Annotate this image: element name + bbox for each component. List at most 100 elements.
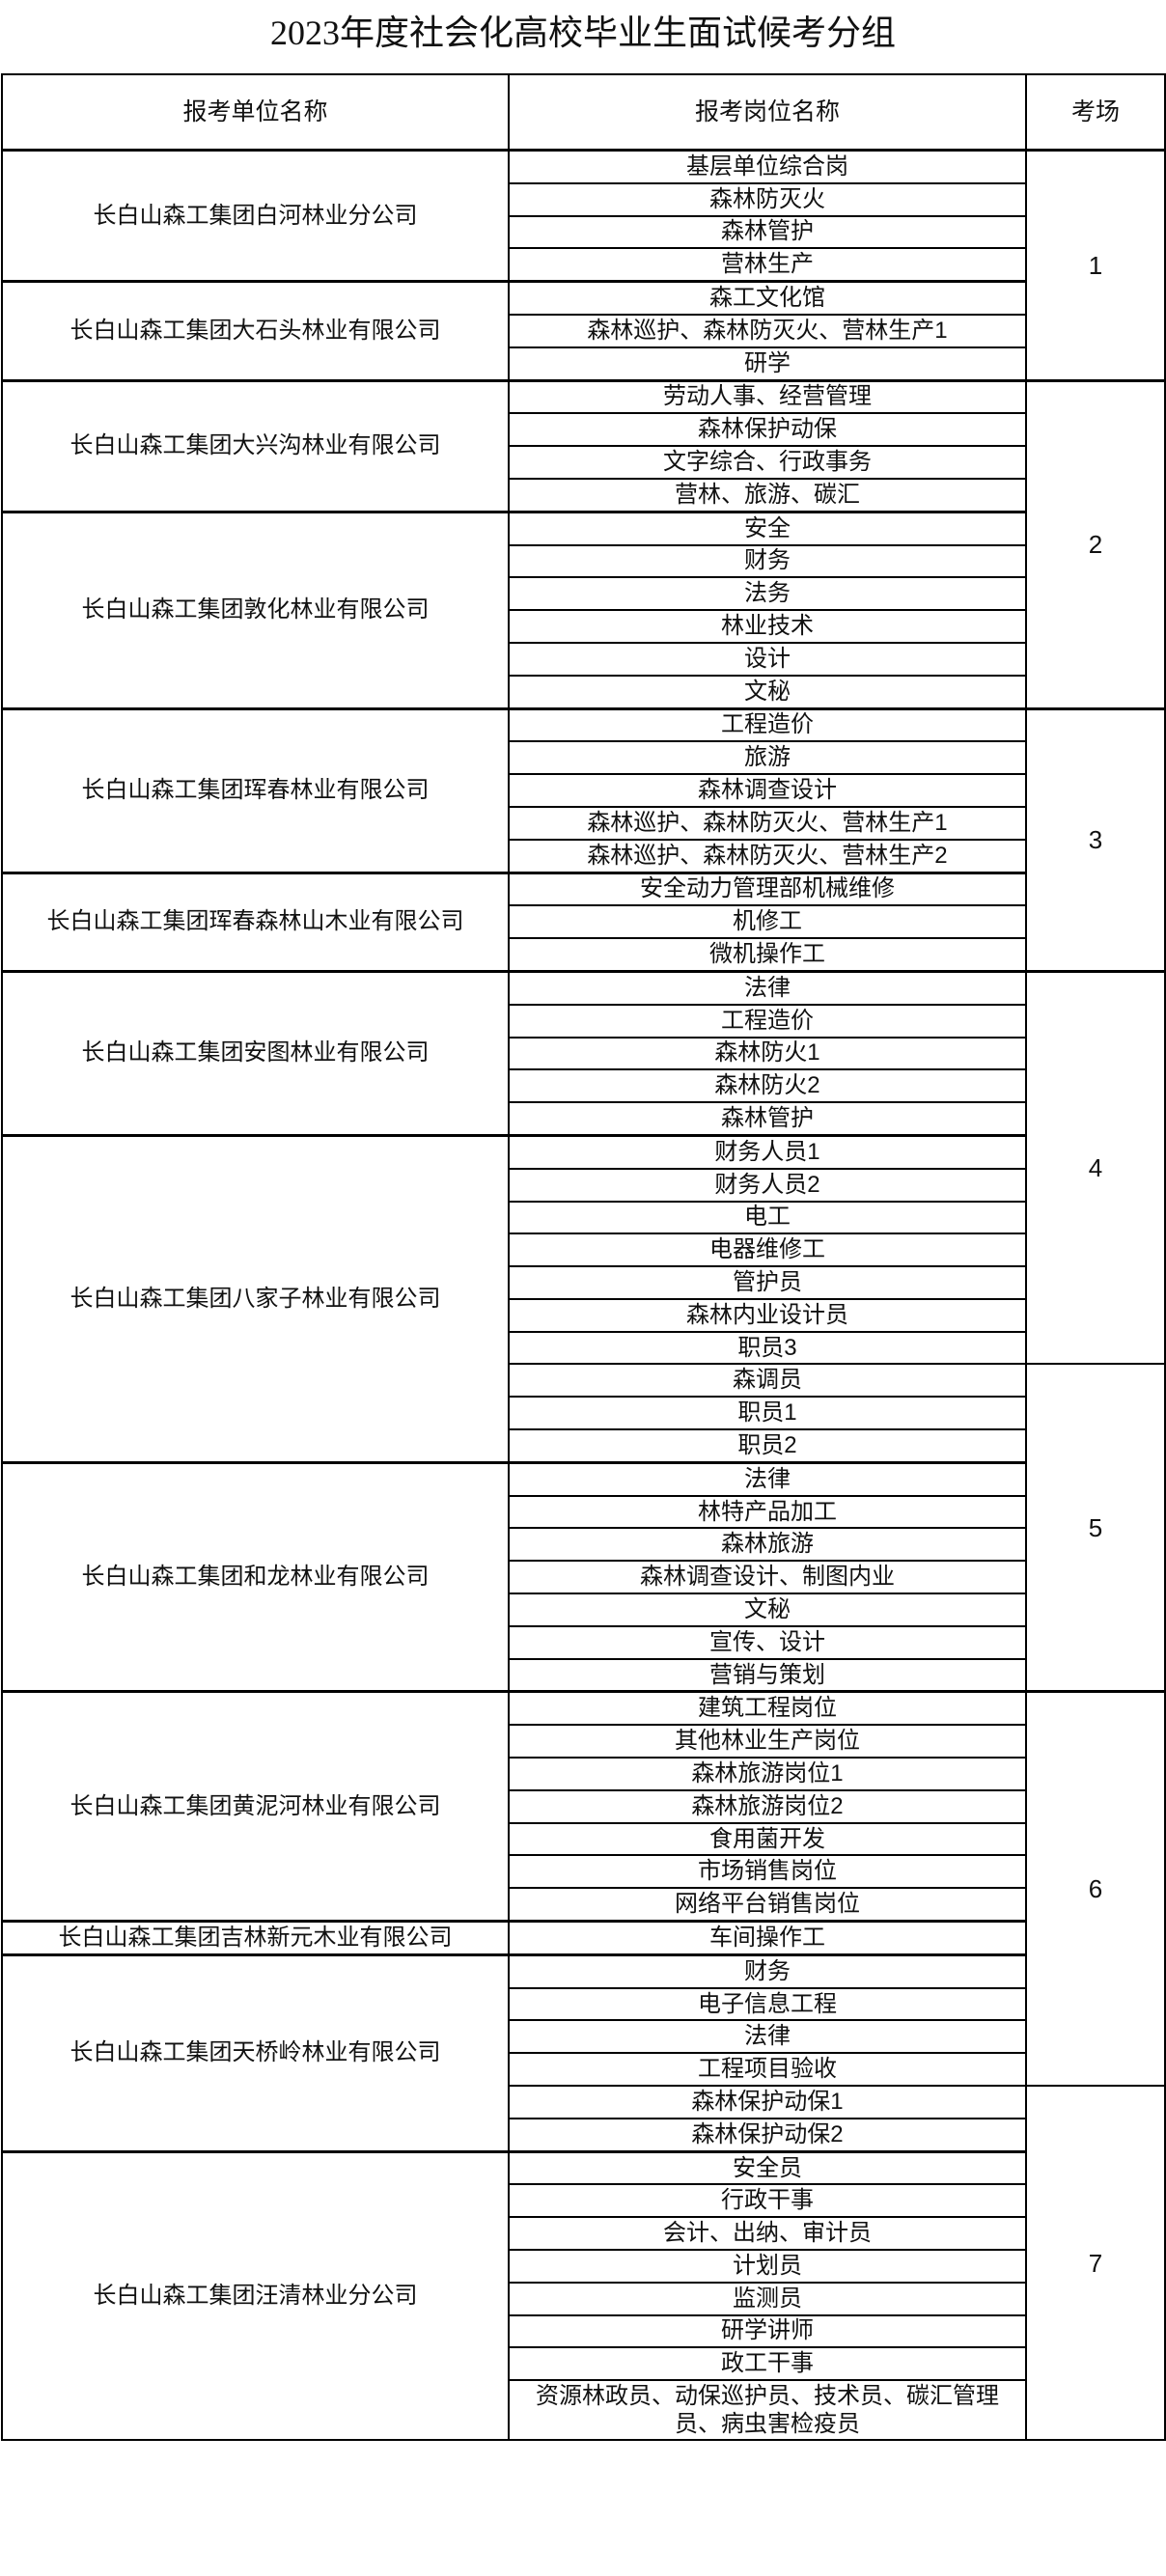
table-row: 森林旅游岗位2 [2,1788,1165,1824]
position-name-cell: 劳动人事、经营管理 [508,378,1027,415]
unit-name-cell: 长白山森工集团安图林业有限公司 [1,969,510,1137]
position-name-cell: 林特产品加工 [508,1494,1027,1530]
position-name-cell: 职员2 [508,1428,1027,1464]
table-row: 职员3 [2,1330,1165,1366]
position-name-cell: 机修工 [508,904,1027,940]
position-name-cell: 文秘 [508,674,1027,710]
position-name-cell: 法务 [508,576,1027,612]
table-row: 长白山森工集团黄泥河林业有限公司 建筑工程岗位 6 [1,1690,1166,2088]
table-row: 设计 [2,641,1165,677]
unit-name-cell: 长白山森工集团大石头林业有限公司 [1,280,510,382]
position-name-cell: 电器维修工 [508,1233,1027,1268]
table-row: 文秘 [2,674,1165,710]
table-row: 长白山森工集团八家子林业有限公司 财务人员1 [1,1133,1165,1464]
table-row: 长白山森工集团汪清林业分公司 安全员 [1,2149,1165,2442]
table-row: 市场销售岗位 [2,1854,1165,1890]
position-name-cell: 财务人员2 [508,1167,1027,1203]
position-name-cell: 计划员 [508,2249,1027,2284]
exam-room-cell: 3 [1025,706,1166,973]
table-row: 长白山森工集团白河林业分公司 基层单位综合岗 1 [1,148,1166,382]
position-name-cell: 森林防火1 [508,1036,1027,1071]
table-row: 文秘 [2,1593,1165,1627]
position-name-cell: 工程造价 [508,1003,1027,1039]
position-name-cell: 安全员 [508,2149,1027,2186]
table-row: 研学 [2,346,1165,382]
position-name-cell: 森林内业设计员 [508,1297,1027,1333]
position-name-cell: 政工干事 [508,2346,1027,2382]
table-row: 营销与策划 [2,1657,1165,1693]
table-row: 森林巡护、森林防灭火、营林生产1 [2,313,1165,348]
table-row: 会计、出纳、审计员 [2,2216,1165,2251]
position-name-cell: 安全动力管理部机械维修 [508,871,1027,907]
table-row: 森林保护动保2 [2,2117,1165,2153]
position-name-cell: 森林调查设计 [508,773,1027,808]
position-name-cell: 营销与策划 [508,1657,1027,1693]
position-name-cell: 法律 [508,1460,1027,1497]
position-name-cell: 森林巡护、森林防灭火、营林生产2 [508,838,1027,874]
position-name-cell: 森林旅游岗位1 [508,1757,1027,1791]
unit-name-cell: 长白山森工集团黄泥河林业有限公司 [1,1690,510,1923]
table-row: 文字综合、行政事务 [2,445,1165,480]
position-name-cell: 管护员 [508,1265,1027,1300]
position-name-cell: 森林旅游 [508,1527,1027,1563]
position-name-cell: 森林管护 [508,1101,1027,1137]
table-row: 网络平台销售岗位 [2,1887,1165,1923]
table-row: 管护员 [2,1265,1165,1300]
position-name-cell: 研学 [508,346,1027,382]
table-row: 长白山森工集团珲春林业有限公司 工程造价 3 [1,706,1166,973]
table-row: 职员1 [2,1396,1165,1431]
position-name-cell: 基层单位综合岗 [508,148,1027,184]
table-body: 长白山森工集团白河林业分公司 基层单位综合岗 1 森林防灭火 森林管护 营林生产 长白山森工… [1,148,1166,2442]
position-name-cell: 其他林业生产岗位 [508,1724,1027,1759]
position-name-cell: 旅游 [508,740,1027,776]
table-row: 政工干事 [2,2346,1165,2382]
exam-room-cell: 6 [1025,1690,1166,2088]
table-row: 森林巡护、森林防灭火、营林生产2 [2,838,1165,874]
position-name-cell: 职员1 [508,1396,1027,1431]
table-row: 森林旅游岗位1 [2,1757,1165,1791]
table-row: 工程造价 [2,1003,1165,1039]
table-row: 长白山森工集团敦化林业有限公司 安全 [1,510,1165,710]
table-row: 森林管护 [2,214,1165,250]
unit-name-cell: 长白山森工集团白河林业分公司 [1,148,510,283]
table-row: 森林保护动保1 7 [2,2085,1166,2442]
exam-room-cell: 4 [1025,969,1166,1366]
table-row: 监测员 [2,2281,1165,2316]
table-row: 长白山森工集团安图林业有限公司 法律 4 [1,969,1166,1366]
position-name-cell: 资源林政员、动保巡护员、技术员、碳汇管理员、病虫害检疫员 [508,2379,1027,2442]
table-row: 旅游 [2,740,1165,776]
interview-group-table: 报考单位名称 报考岗位名称 考场 长白山森工集团白河林业分公司 基层单位综合岗 1 森… [1,73,1166,2442]
table-row: 电工 [2,1200,1165,1235]
position-name-cell: 营林生产 [508,247,1027,283]
table-row: 电器维修工 [2,1233,1165,1268]
table-row: 长白山森工集团大石头林业有限公司 森工文化馆 [1,280,1165,382]
header-position: 报考岗位名称 [508,73,1027,152]
table-row: 森林旅游 [2,1527,1165,1563]
position-name-cell: 森工文化馆 [508,280,1027,316]
position-name-cell: 建筑工程岗位 [508,1690,1027,1727]
table-row: 森林保护动保 [2,412,1165,448]
unit-name-cell: 长白山森工集团珲春森林山木业有限公司 [1,871,510,973]
position-name-cell: 法律 [508,969,1027,1006]
position-name-cell: 森林保护动保 [508,412,1027,448]
exam-room-cell: 7 [1025,2085,1166,2442]
header-unit: 报考单位名称 [1,73,510,152]
position-name-cell: 工程项目验收 [508,2052,1027,2088]
position-name-cell: 文字综合、行政事务 [508,445,1027,480]
position-name-cell: 微机操作工 [508,937,1027,973]
position-name-cell: 文秘 [508,1593,1027,1627]
position-name-cell: 工程造价 [508,706,1027,743]
table-row: 长白山森工集团珲春森林山木业有限公司 安全动力管理部机械维修 [1,871,1165,973]
position-name-cell: 行政干事 [508,2183,1027,2219]
position-name-cell: 森林巡护、森林防灭火、营林生产1 [508,313,1027,348]
table-row: 长白山森工集团和龙林业有限公司 法律 [1,1460,1165,1693]
position-name-cell: 市场销售岗位 [508,1854,1027,1890]
table-row: 长白山森工集团吉林新元木业有限公司 车间操作工 [1,1920,1165,1956]
position-name-cell: 林业技术 [508,609,1027,644]
position-name-cell: 食用菌开发 [508,1821,1027,1857]
table-row: 其他林业生产岗位 [2,1724,1165,1759]
table-row: 长白山森工集团天桥岭林业有限公司 财务 [1,1953,1165,2153]
table-header-row: 报考单位名称 报考岗位名称 考场 [1,73,1166,152]
position-name-cell: 森林保护动保2 [508,2117,1027,2153]
position-name-cell: 森林防火2 [508,1068,1027,1104]
